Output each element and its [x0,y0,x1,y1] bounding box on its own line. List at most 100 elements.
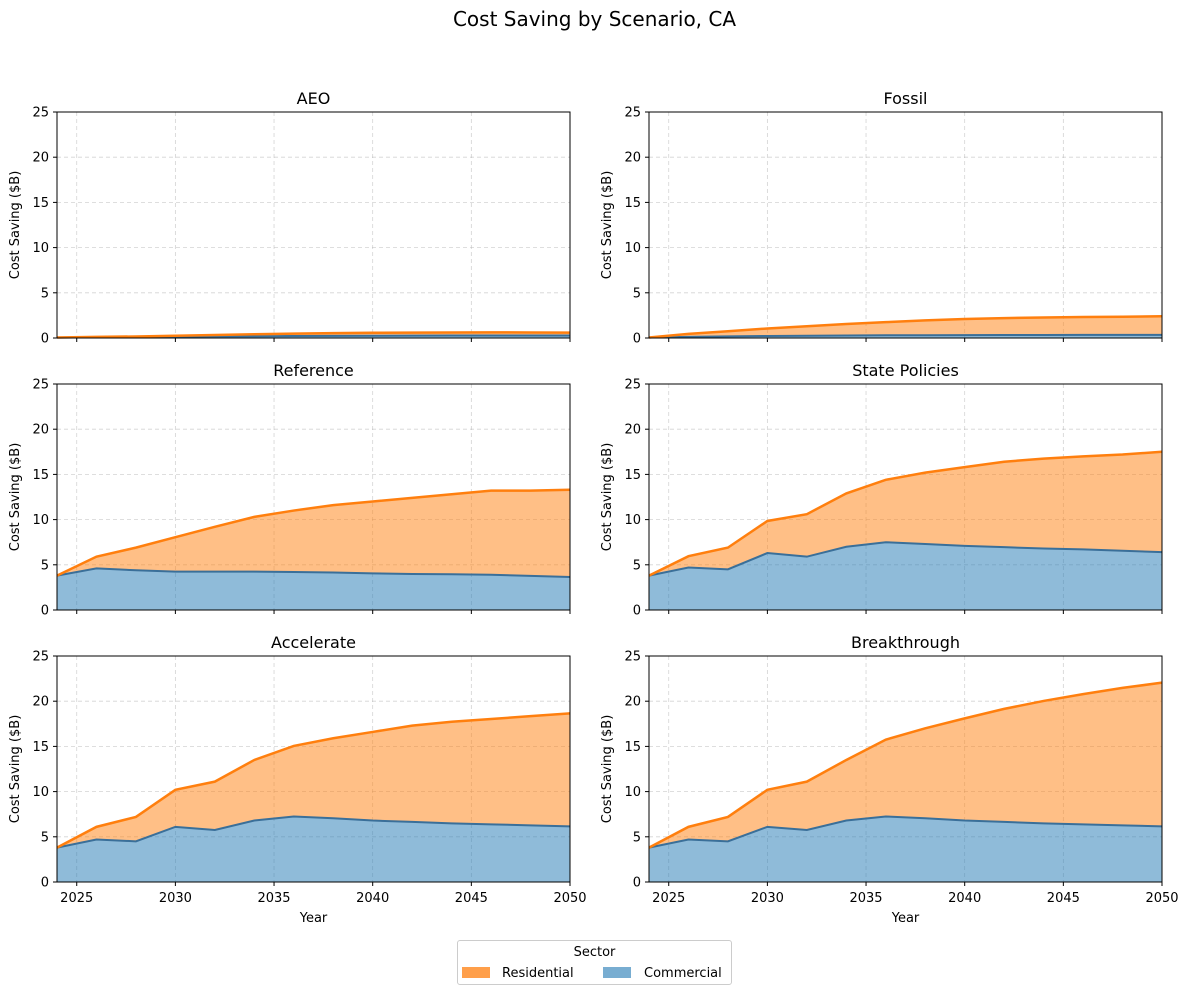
area-residential [57,713,570,848]
legend-label-commercial: Commercial [644,966,722,981]
x-tick-label: 2025 [60,891,93,906]
plot-frame [648,111,1163,339]
line-residential [648,450,1163,577]
line-commercial [648,333,1162,339]
panel-fossil: 0 5 10 15 20 25 Fossil Cost Saving ($B) [600,89,1163,347]
panel-state-policies: 0 5 10 15 20 25 State Policies Cost Saving ($B) [600,361,1163,619]
y-tick-label: 20 [32,695,49,710]
line-commercial [648,541,1163,577]
legend: Sector Residential Commercial [457,940,732,985]
y-tick-label: 10 [624,513,641,528]
area-residential [649,316,1162,338]
y-axis-label: Cost Saving ($B) [600,715,615,824]
y-tick-label: 15 [32,740,49,755]
plot-frame [56,383,571,611]
y-tick-label: 0 [633,876,641,891]
x-tick-label: 2050 [1145,891,1178,906]
area-commercial [649,816,1162,882]
y-axis-label: Cost Saving ($B) [8,715,23,824]
y-tick-label: 5 [633,286,641,301]
y-tick-label: 10 [32,513,49,528]
y-axis-label: Cost Saving ($B) [600,443,615,552]
legend-swatch-residential [462,967,490,978]
x-tick-label: 2025 [652,891,685,906]
y-tick-label: 15 [32,468,49,483]
line-commercial [648,815,1163,849]
area-residential [57,489,570,578]
y-tick-label: 0 [633,332,641,347]
plot-frame [56,655,571,883]
y-tick-label: 10 [32,785,49,800]
line-residential [56,331,571,339]
plot-frame [648,383,1163,611]
y-tick-label: 15 [624,740,641,755]
panel-reference: 0 5 10 15 20 25 Reference Cost Saving ($B) [8,361,571,619]
y-tick-label: 15 [32,196,49,211]
x-axis-label: Year [891,911,920,926]
line-residential [56,712,571,849]
y-tick-label: 15 [624,468,641,483]
x-tick-label: 2035 [257,891,290,906]
area-residential [649,451,1162,576]
y-tick-label: 20 [624,423,641,438]
x-tick-label: 2045 [455,891,488,906]
line-commercial [56,815,571,849]
y-tick-label: 5 [41,558,49,573]
line-commercial [56,567,571,579]
y-tick-label: 0 [41,604,49,619]
area-commercial [57,816,570,882]
y-tick-label: 0 [41,876,49,891]
y-tick-label: 15 [624,196,641,211]
y-tick-label: 5 [633,558,641,573]
x-tick-label: 2030 [159,891,192,906]
figure-title: Cost Saving by Scenario, CA [453,7,736,31]
line-residential [56,488,571,577]
area-commercial [649,542,1162,610]
x-tick-label: 2035 [849,891,882,906]
y-tick-label: 20 [624,695,641,710]
y-tick-label: 25 [32,650,49,665]
x-tick-label: 2030 [751,891,784,906]
y-tick-label: 10 [624,785,641,800]
y-tick-label: 10 [32,241,49,256]
legend-title: Sector [573,945,616,960]
y-axis-label: Cost Saving ($B) [8,171,23,280]
y-tick-label: 25 [624,650,641,665]
plot-frame [56,111,571,339]
panel-title: Breakthrough [851,633,960,652]
x-tick-label: 2050 [553,891,586,906]
y-tick-label: 10 [624,241,641,256]
y-tick-label: 20 [624,151,641,166]
y-tick-label: 0 [41,332,49,347]
y-tick-label: 25 [32,106,49,121]
panel-title: Fossil [884,89,928,108]
x-tick-label: 2040 [356,891,389,906]
panel-title: Reference [273,361,354,380]
y-tick-label: 20 [32,423,49,438]
legend-swatch-commercial [603,967,631,978]
plot-frame [648,655,1163,883]
panel-title: State Policies [852,361,959,380]
legend-label-residential: Residential [502,966,574,981]
y-axis-label: Cost Saving ($B) [8,443,23,552]
y-tick-label: 5 [41,830,49,845]
panel-aeo: 0 5 10 15 20 25 AEO Cost Saving ($B) [8,89,571,347]
y-tick-label: 25 [32,378,49,393]
y-tick-label: 25 [624,378,641,393]
panel-title: AEO [297,89,331,108]
x-axis-label: Year [299,911,328,926]
y-axis-label: Cost Saving ($B) [600,171,615,280]
y-tick-label: 20 [32,151,49,166]
panel-title: Accelerate [271,633,356,652]
x-tick-label: 2040 [948,891,981,906]
line-residential [648,315,1163,339]
y-tick-label: 5 [633,830,641,845]
line-residential [648,681,1163,849]
y-tick-label: 5 [41,286,49,301]
area-residential [649,682,1162,848]
y-tick-label: 25 [624,106,641,121]
